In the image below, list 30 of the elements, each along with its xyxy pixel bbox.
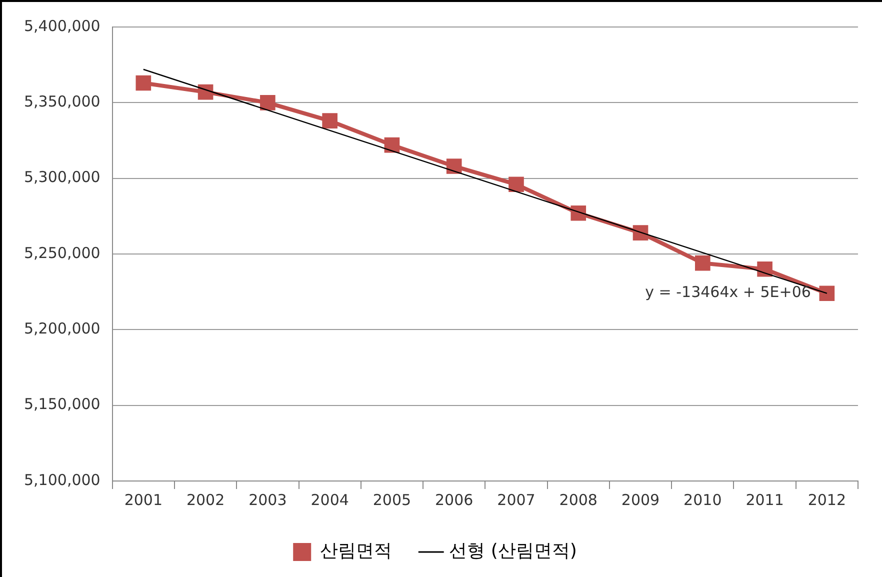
x-tick-label: 2001 xyxy=(124,490,163,509)
y-tick-label: 5,300,000 xyxy=(24,168,100,186)
annotation: y = -13464x + 5E+06 xyxy=(645,283,811,302)
x-tick-label: 2012 xyxy=(808,490,846,509)
x-tick-label: 2011 xyxy=(746,490,784,509)
x-tick-label: 2006 xyxy=(435,490,474,509)
point xyxy=(384,137,400,153)
legend-label: 산림면적 xyxy=(320,540,392,562)
legend-label: 선형 (산림면적) xyxy=(449,540,577,562)
x-tick-label: 2007 xyxy=(497,490,536,509)
y-tick-label: 5,400,000 xyxy=(24,16,100,35)
y-tick-label: 5,250,000 xyxy=(24,244,100,262)
x-tick-label: 2005 xyxy=(372,490,412,509)
x-tick-label: 2008 xyxy=(559,490,598,509)
y-tick-label: 5,200,000 xyxy=(24,320,100,338)
point xyxy=(695,255,710,271)
point xyxy=(819,286,835,302)
y-tick-label: 5,150,000 xyxy=(24,395,100,414)
x-tick-label: 2003 xyxy=(248,490,287,509)
point xyxy=(260,95,276,110)
point xyxy=(322,113,338,128)
x-tick-label: 2002 xyxy=(186,490,225,509)
y-tick-label: 5,100,000 xyxy=(24,470,100,489)
point xyxy=(136,75,152,91)
x-tick-label: 2009 xyxy=(621,490,660,509)
point xyxy=(446,158,462,174)
x-tick-label: 2004 xyxy=(310,490,349,509)
y-tick-label: 5,350,000 xyxy=(24,92,100,111)
x-tick-label: 2010 xyxy=(684,490,722,509)
point xyxy=(508,176,524,192)
